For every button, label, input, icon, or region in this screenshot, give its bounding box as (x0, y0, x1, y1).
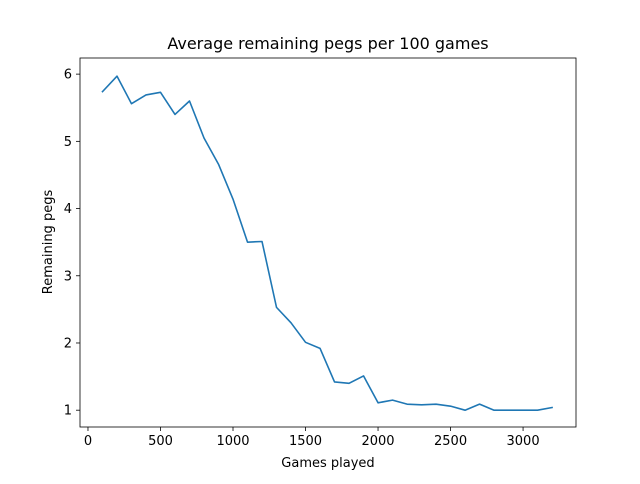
y-tick-label: 3 (64, 269, 72, 284)
x-tick-label: 500 (148, 434, 173, 449)
y-tick-label: 2 (64, 336, 72, 351)
y-tick-label: 1 (64, 404, 72, 419)
axes-frame (79, 57, 577, 428)
series-line (101, 75, 554, 412)
x-axis-label: Games played (281, 456, 374, 471)
x-tick-label: 0 (84, 434, 92, 449)
x-tick-label: 3000 (507, 434, 540, 449)
x-tick-label: 2000 (361, 434, 394, 449)
plot-area: 0 500 1000 1500 2000 2500 3000 1 2 3 4 5 6 (64, 57, 577, 449)
y-tick-label: 5 (64, 135, 72, 150)
y-tick-label: 6 (64, 68, 72, 83)
x-tick-label: 1500 (289, 434, 322, 449)
x-tick-label: 2500 (434, 434, 467, 449)
y-tick-label: 4 (64, 202, 72, 217)
y-axis-label: Remaining pegs (41, 190, 56, 295)
chart-title: Average remaining pegs per 100 games (167, 34, 488, 53)
x-tick-label: 1000 (216, 434, 249, 449)
